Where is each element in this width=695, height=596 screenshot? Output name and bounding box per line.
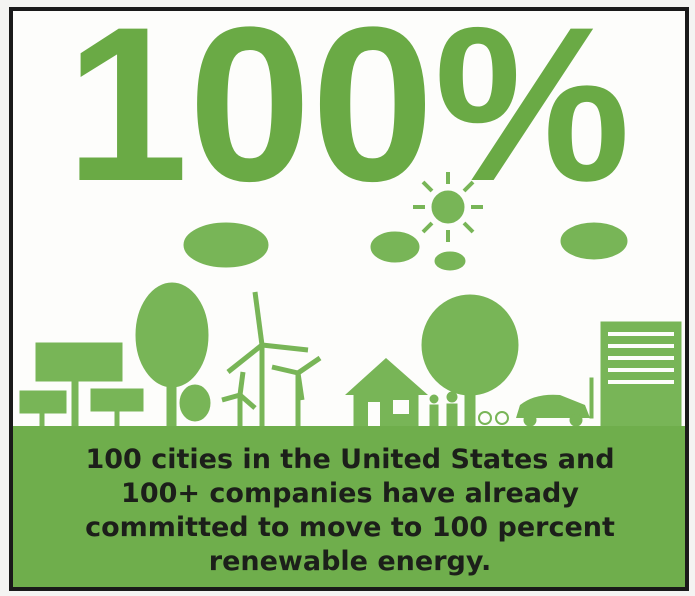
illustration-shape	[435, 252, 465, 270]
illustration-shape	[465, 380, 475, 426]
illustration-shape	[240, 372, 243, 395]
illustration-shape	[36, 343, 122, 381]
illustration-shape	[447, 392, 457, 402]
illustration-shape	[180, 385, 210, 421]
infographic: 100%	[0, 0, 695, 596]
headline: 100%	[66, 0, 631, 227]
illustration-shape	[570, 414, 582, 426]
illustration-shape	[72, 381, 78, 426]
illustration-shape	[371, 232, 419, 262]
illustration-shape	[91, 389, 143, 411]
caption-line: renewable energy.	[209, 546, 492, 577]
illustration-shape	[590, 378, 593, 418]
illustration-shape	[167, 370, 176, 426]
illustration-shape	[447, 404, 457, 426]
caption-line: committed to move to 100 percent	[85, 512, 615, 543]
illustration-shape	[40, 413, 44, 426]
illustration-shape	[432, 191, 464, 223]
illustration-shape	[393, 400, 409, 414]
illustration-shape	[430, 395, 438, 403]
illustration-shape	[608, 344, 674, 348]
caption-line: 100+ companies have already	[121, 478, 579, 509]
illustration-shape	[561, 223, 627, 259]
illustration-shape	[184, 223, 268, 267]
illustration-shape	[524, 414, 536, 426]
illustration-shape	[20, 391, 66, 413]
illustration-shape	[608, 356, 674, 360]
illustration-shape	[608, 380, 674, 384]
illustration-shape	[430, 405, 438, 426]
illustration-shape	[608, 332, 674, 336]
illustration-shape	[601, 322, 681, 426]
illustration-shape	[115, 411, 119, 426]
illustration-shape	[368, 402, 380, 426]
page: 100%	[0, 0, 695, 596]
illustration-shape	[608, 368, 674, 372]
caption-line: 100 cities in the United States and	[85, 444, 614, 475]
